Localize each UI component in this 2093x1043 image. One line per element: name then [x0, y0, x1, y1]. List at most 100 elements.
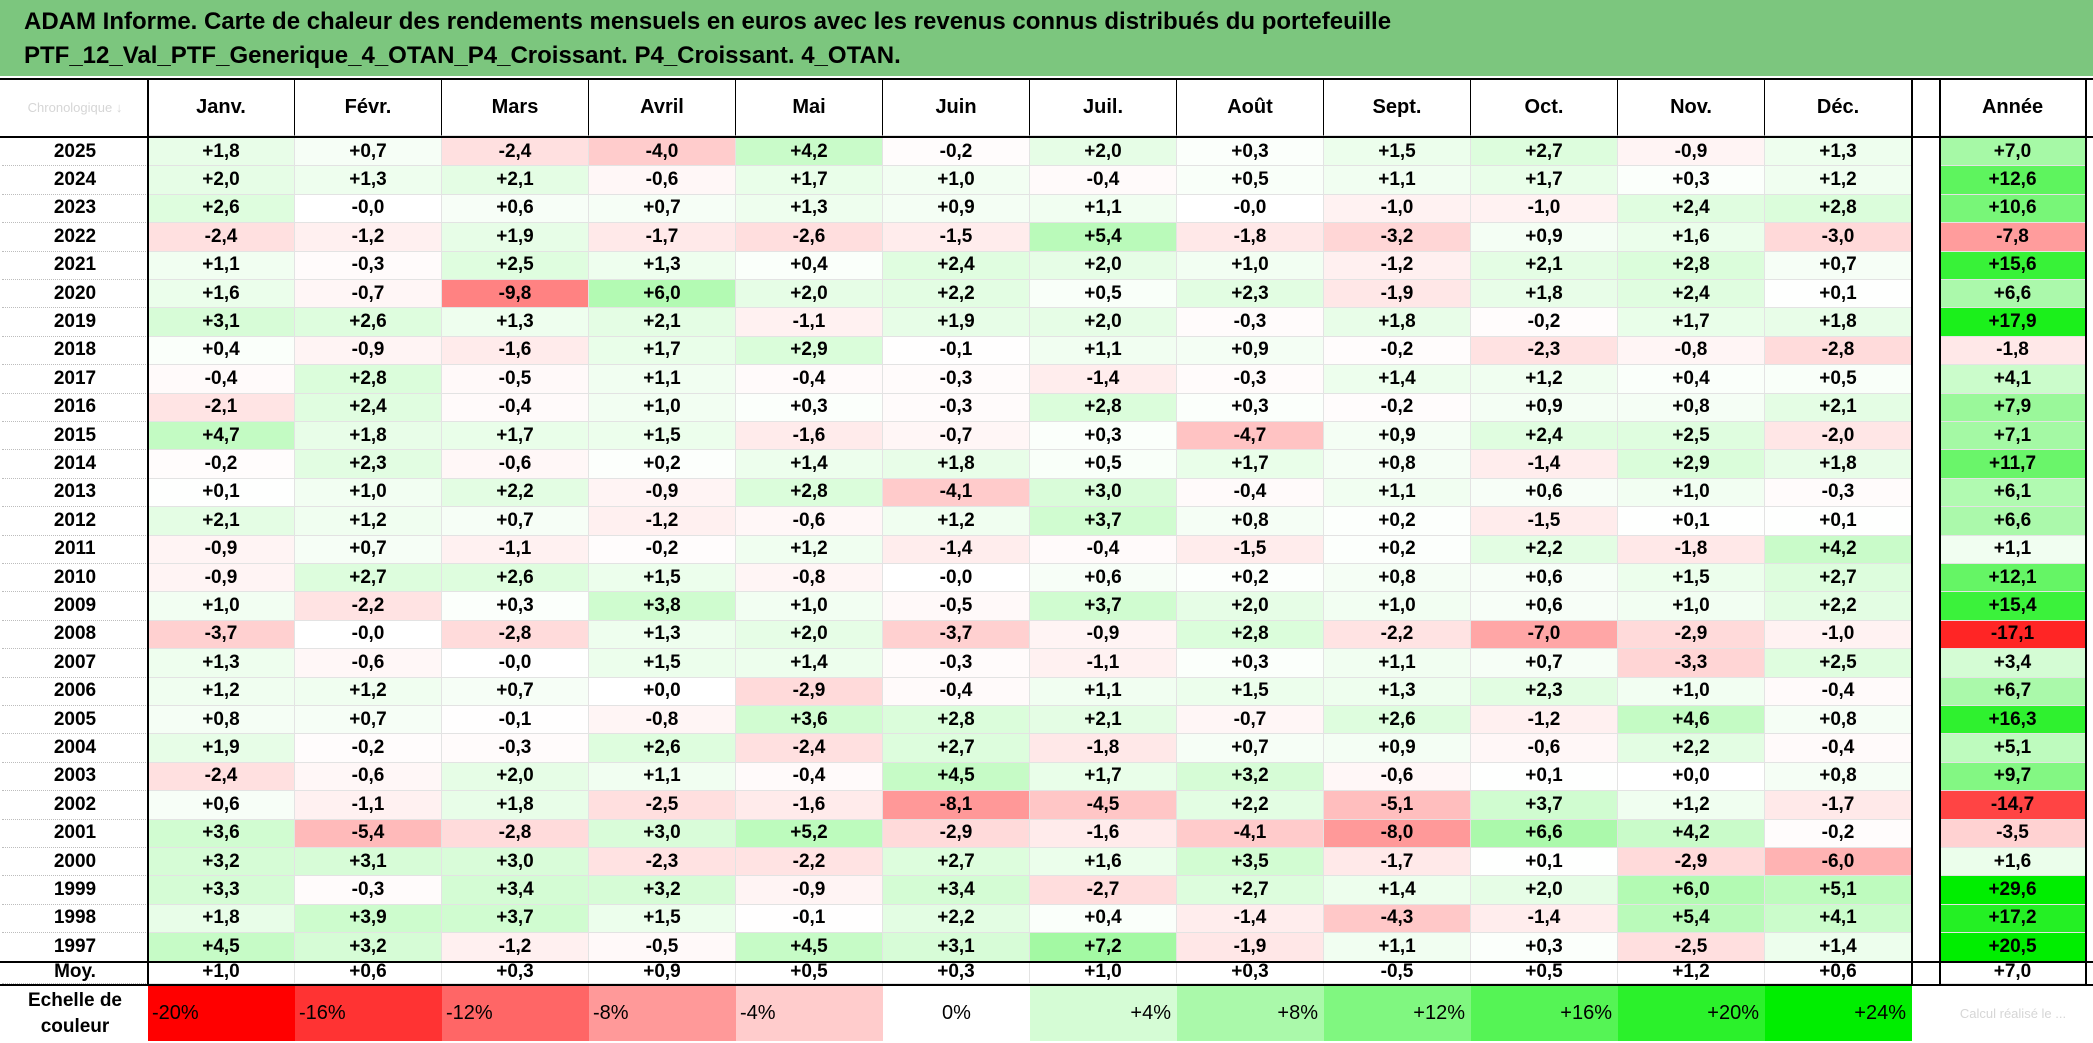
month-cell: +2,4	[883, 251, 1030, 280]
month-cell: +0,9	[1471, 393, 1618, 422]
month-cell: +2,9	[1618, 450, 1765, 479]
month-cell: -0,6	[1471, 734, 1618, 763]
month-cell: -2,5	[589, 791, 736, 820]
month-cell: -0,2	[589, 535, 736, 564]
year-label: 2022	[2, 223, 148, 252]
month-cell: +0,5	[1177, 166, 1324, 195]
month-cell: +0,7	[1177, 734, 1324, 763]
month-cell: +0,5	[1030, 280, 1177, 309]
month-cell: -0,2	[1324, 336, 1471, 366]
month-cell: +0,2	[1324, 535, 1471, 564]
month-cell: +2,8	[295, 365, 442, 394]
month-cell: +2,6	[589, 734, 736, 763]
year-label: 2023	[2, 195, 148, 224]
month-cell: +1,0	[295, 478, 442, 508]
month-cell: +1,2	[148, 677, 295, 706]
month-cell: +1,0	[883, 166, 1030, 195]
month-cell: +4,2	[1765, 535, 1912, 564]
month-cell: +1,1	[148, 251, 295, 280]
month-cell: +1,0	[1618, 677, 1765, 706]
month-cell: +1,7	[589, 336, 736, 366]
annual-cell: +16,3	[1940, 706, 2086, 735]
month-cell: +1,5	[1618, 564, 1765, 593]
month-cell: -2,4	[148, 223, 295, 252]
year-label: 2016	[2, 394, 148, 422]
month-cell: +5,1	[1765, 876, 1912, 905]
month-cell: +1,0	[736, 592, 883, 621]
month-cell: +0,7	[1471, 649, 1618, 678]
month-cell: +2,9	[736, 336, 883, 366]
month-cell: +1,4	[1324, 876, 1471, 905]
month-cell: -4,0	[589, 138, 736, 167]
annual-cell: +7,0	[1940, 138, 2086, 167]
month-cell: +3,6	[736, 706, 883, 735]
month-cell: -0,3	[442, 734, 589, 763]
month-cell: -1,2	[1471, 706, 1618, 735]
month-cell: +2,2	[442, 478, 589, 508]
annual-cell: +7,9	[1940, 393, 2086, 422]
month-cell: +5,4	[1618, 904, 1765, 934]
month-cell: -0,9	[589, 478, 736, 508]
month-cell: -0,3	[1765, 478, 1912, 508]
month-cell: -0,4	[442, 393, 589, 422]
year-label: 2006	[2, 678, 148, 706]
month-cell: +0,1	[1765, 507, 1912, 536]
month-cell: +2,0	[1030, 308, 1177, 337]
month-cell: +1,8	[883, 450, 1030, 479]
month-cell: -0,8	[1618, 336, 1765, 366]
month-cell: +3,7	[1030, 592, 1177, 621]
month-cell: +2,8	[1618, 251, 1765, 280]
annual-cell: +6,6	[1940, 280, 2086, 309]
month-cell: +1,1	[1030, 194, 1177, 224]
month-cell: +6,0	[1618, 876, 1765, 905]
scale-swatch: +4%	[1030, 986, 1177, 1041]
month-cell: +2,3	[1177, 280, 1324, 309]
year-label: 1998	[2, 905, 148, 934]
month-cell: -2,8	[1765, 336, 1912, 366]
month-cell: -0,5	[883, 592, 1030, 621]
month-cell: -0,2	[883, 138, 1030, 167]
month-cell: -4,7	[1177, 422, 1324, 451]
month-cell: +1,1	[589, 365, 736, 394]
month-cell: +1,3	[295, 166, 442, 195]
average-cell: +1,2	[1618, 961, 1765, 984]
month-cell: -0,5	[589, 933, 736, 962]
month-cell: +2,6	[148, 194, 295, 224]
month-cell: +3,5	[1177, 848, 1324, 877]
month-cell: -1,6	[442, 336, 589, 366]
month-cell: -2,9	[883, 819, 1030, 848]
month-cell: +1,5	[589, 649, 736, 678]
month-cell: -0,4	[1765, 734, 1912, 763]
month-cell: -6,0	[1765, 848, 1912, 877]
month-cell: +2,8	[1765, 194, 1912, 224]
month-cell: +3,4	[442, 876, 589, 905]
average-label: Moy.	[2, 961, 148, 984]
month-cell: +3,2	[295, 933, 442, 962]
month-cell: -3,2	[1324, 223, 1471, 252]
month-cell: -1,5	[1177, 535, 1324, 564]
month-cell: +1,8	[148, 138, 295, 167]
month-cell: -2,2	[1324, 620, 1471, 650]
average-cell: +0,5	[736, 961, 883, 984]
month-cell: -0,0	[1177, 194, 1324, 224]
month-cell: -2,8	[442, 620, 589, 650]
month-cell: +2,7	[883, 848, 1030, 877]
month-cell: +0,3	[1177, 649, 1324, 678]
month-cell: -1,5	[1471, 507, 1618, 536]
annual-cell: +5,1	[1940, 734, 2086, 763]
month-cell: +3,1	[295, 848, 442, 877]
month-cell: +7,2	[1030, 933, 1177, 962]
portfolio-name: PTF_12_Val_PTF_Generique_4_OTAN_P4_Crois…	[24, 42, 901, 69]
month-cell: +0,7	[295, 706, 442, 735]
month-cell: +1,1	[1030, 677, 1177, 706]
month-cell: +2,0	[1177, 592, 1324, 621]
month-cell: +1,1	[1030, 336, 1177, 366]
month-cell: +1,7	[736, 166, 883, 195]
annual-cell: +29,6	[1940, 876, 2086, 905]
month-cell: -0,4	[1030, 535, 1177, 564]
month-cell: +1,0	[1618, 478, 1765, 508]
month-cell: -0,6	[1324, 762, 1471, 792]
month-cell: +6,6	[1471, 819, 1618, 848]
month-cell: +2,0	[1030, 251, 1177, 280]
year-label: 2000	[2, 848, 148, 877]
